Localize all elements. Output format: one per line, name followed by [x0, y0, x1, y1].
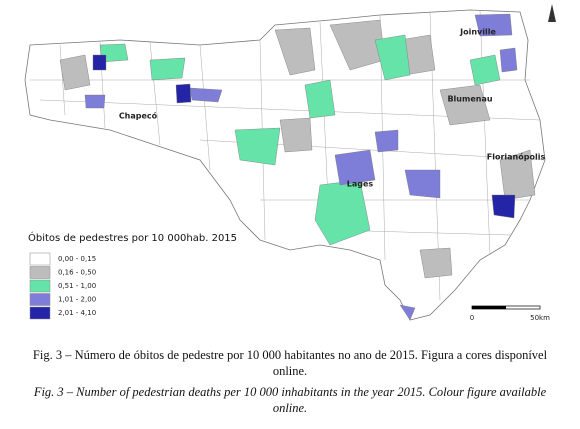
legend-title: Óbitos de pedestres por 10 000hab. 2015 — [28, 231, 237, 244]
legend-swatch — [29, 252, 51, 266]
city-label: Lages — [347, 180, 374, 189]
city-label: Blumenau — [447, 95, 492, 104]
caption-en: online. — [273, 401, 307, 415]
north-arrow — [548, 4, 556, 22]
scale-bar: 0 50km — [470, 305, 550, 322]
caption-en: Fig. 3 – Number of pedestrian deaths per… — [33, 385, 547, 399]
scale-end: 50km — [530, 314, 550, 322]
scale-start: 0 — [470, 314, 474, 322]
city-label: Chapecó — [119, 111, 158, 121]
legend: Óbitos de pedestres por 10 000hab. 2015 … — [28, 231, 237, 320]
scale-bar-half — [472, 306, 506, 309]
city-label: Florianópolis — [487, 152, 546, 162]
legend-swatch — [29, 306, 51, 320]
legend-label: 1,01 - 2,00 — [58, 296, 96, 304]
caption-pt: Fig. 3 – Número de óbitos de pedestre po… — [33, 348, 548, 362]
legend-label: 2,01 - 4,10 — [58, 309, 96, 317]
legend-label: 0,16 - 0,50 — [58, 269, 96, 277]
legend-label: 0,51 - 1,00 — [58, 282, 96, 290]
municipality-fills — [59, 13, 536, 321]
legend-swatch — [29, 266, 51, 279]
legend-label: 0,00 - 0,15 — [58, 255, 96, 263]
legend-swatch — [29, 279, 51, 293]
city-labels: Joinville Blumenau Chapecó Florianópolis Lag… — [119, 28, 546, 189]
caption: Fig. 3 – Número de óbitos de pedestre po… — [33, 348, 548, 415]
map — [24, 9, 546, 321]
caption-pt: online. — [273, 364, 307, 378]
city-label: Joinville — [459, 28, 496, 37]
legend-swatch — [29, 293, 51, 306]
